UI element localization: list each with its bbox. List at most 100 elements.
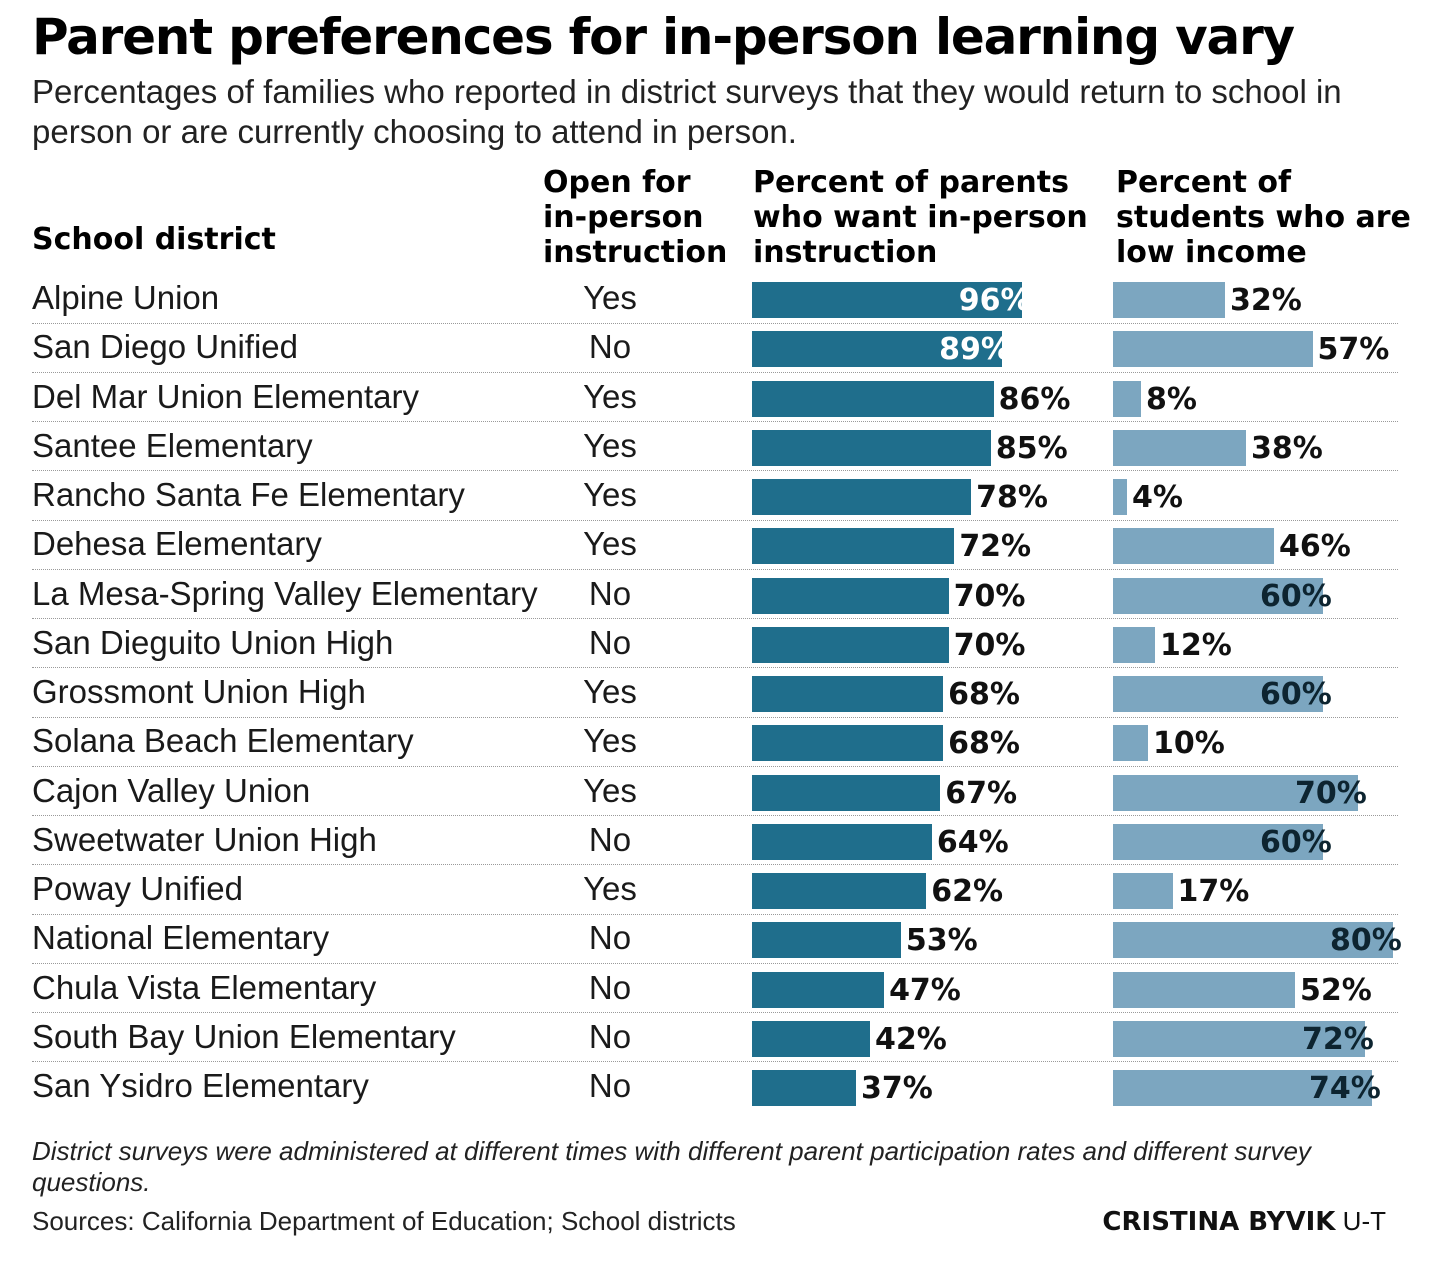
income-bar (1113, 626, 1155, 663)
income-bar (1113, 971, 1295, 1008)
parents-bar (752, 971, 885, 1008)
open-status: No (588, 820, 632, 858)
credit-org: U-T (1342, 1206, 1386, 1236)
open-status: Yes (583, 673, 637, 710)
open-status: No (588, 1017, 632, 1055)
income-label: 57% (1317, 332, 1390, 368)
district-name: Poway Unified (32, 870, 243, 907)
parents-label: 96% (958, 283, 1031, 318)
table-row: San Dieguito Union High No 70% 12% (0, 619, 1456, 669)
row-divider (32, 913, 1398, 915)
sources: Sources: California Department of Educat… (32, 1206, 736, 1236)
district-name: Alpine Union (32, 279, 220, 316)
parents-bar (752, 331, 1003, 368)
table-row: La Mesa-Spring Valley Elementary No 70% 60% (0, 570, 1456, 619)
parents-label: 62% (931, 874, 1004, 909)
income-label: 10% (1153, 726, 1225, 762)
parents-label: 85% (995, 430, 1068, 466)
row-divider (32, 962, 1398, 964)
income-label: 74% (1309, 1071, 1381, 1106)
parents-label: 89% (939, 332, 1011, 368)
parents-bar (752, 676, 944, 712)
table-row: Solana Beach Elementary Yes 68% 10% (0, 717, 1456, 767)
table-row: Poway Unified Yes 62% 17% (0, 865, 1456, 915)
table-row: San Ysidro Elementary No 37% 74% (0, 1062, 1456, 1111)
parents-label: 42% (875, 1021, 947, 1057)
parents-bar (752, 1070, 856, 1106)
district-name: National Elementary (32, 919, 330, 957)
parents-label: 78% (976, 480, 1048, 515)
table-row: Del Mar Union Elementary Yes 86% 8% (0, 373, 1456, 422)
income-bar (1113, 676, 1323, 712)
table-row: Cajon Valley Union Yes 67% 70% (0, 767, 1456, 816)
row-divider (32, 371, 1398, 373)
row-divider (32, 1061, 1398, 1063)
parents-label: 86% (998, 381, 1071, 417)
parents-bar (752, 528, 955, 565)
income-label: 38% (1251, 430, 1323, 466)
income-label: 46% (1279, 529, 1351, 565)
row-divider (32, 322, 1398, 324)
credit-name: CRISTINA BYVIK (1102, 1207, 1336, 1237)
district-name: San Ysidro Elementary (32, 1067, 369, 1104)
income-bar (1113, 1070, 1372, 1106)
income-bar (1113, 528, 1274, 565)
table-row: Chula Vista Elementary No 47% 52% (0, 964, 1456, 1013)
income-bar (1113, 823, 1323, 860)
parents-label: 64% (936, 824, 1009, 860)
income-bar (1113, 1020, 1365, 1057)
income-label: 70% (1295, 775, 1367, 811)
column-header-parents: Percent of parents who want in-person in… (753, 165, 1088, 270)
row-divider (32, 519, 1398, 521)
chart-title: Parent preferences for in-person learnin… (32, 8, 1295, 66)
parents-label: 70% (953, 627, 1026, 663)
parents-bar (752, 479, 972, 515)
income-label: 12% (1160, 627, 1232, 663)
table-row: National Elementary No 53% 80% (0, 914, 1456, 964)
row-divider (32, 864, 1398, 866)
income-bar (1113, 725, 1148, 762)
income-label: 60% (1260, 824, 1332, 860)
open-status: No (588, 919, 632, 957)
open-status: Yes (583, 377, 637, 415)
table-row: Rancho Santa Fe Elementary Yes 78% 4% (0, 471, 1456, 521)
parents-label: 67% (945, 775, 1018, 811)
income-bar (1113, 282, 1225, 318)
table-row: Alpine Union Yes 96% 32% (0, 274, 1456, 324)
district-name: San Diego Unified (32, 328, 298, 366)
district-name: Sweetwater Union High (32, 820, 377, 858)
parents-bar (752, 725, 944, 762)
income-label: 8% (1146, 381, 1197, 417)
open-status: No (588, 623, 632, 661)
district-name: Grossmont Union High (32, 673, 366, 710)
open-status: Yes (583, 771, 637, 809)
row-divider (32, 765, 1398, 767)
open-status: Yes (583, 279, 637, 316)
row-divider (32, 421, 1398, 422)
income-label: 72% (1302, 1021, 1374, 1057)
income-bar (1113, 774, 1358, 811)
income-label: 60% (1260, 677, 1332, 712)
district-name: Dehesa Elementary (32, 525, 322, 563)
district-name: Del Mar Union Elementary (32, 377, 419, 415)
parents-bar (752, 823, 932, 860)
parents-label: 47% (889, 972, 961, 1008)
income-label: 52% (1300, 972, 1372, 1008)
income-bar (1113, 429, 1246, 466)
parents-label: 68% (948, 726, 1020, 762)
row-divider (32, 568, 1398, 570)
parents-bar (752, 1020, 871, 1057)
parents-label: 53% (905, 923, 978, 959)
income-label: 60% (1260, 578, 1332, 614)
column-header-open: Open for in-person instruction (543, 165, 728, 270)
column-header-income: Percent of students who are low income (1116, 165, 1411, 270)
income-label: 17% (1177, 874, 1250, 909)
income-label: 32% (1230, 283, 1302, 318)
row-divider (32, 815, 1398, 816)
open-status: Yes (583, 870, 637, 907)
row-divider (32, 716, 1398, 718)
parents-bar (752, 429, 991, 466)
open-status: No (588, 1067, 632, 1104)
column-header-district: School district (32, 222, 276, 257)
chart-rows: Alpine Union Yes 96% 32% San Diego Unified No… (0, 274, 1456, 1111)
